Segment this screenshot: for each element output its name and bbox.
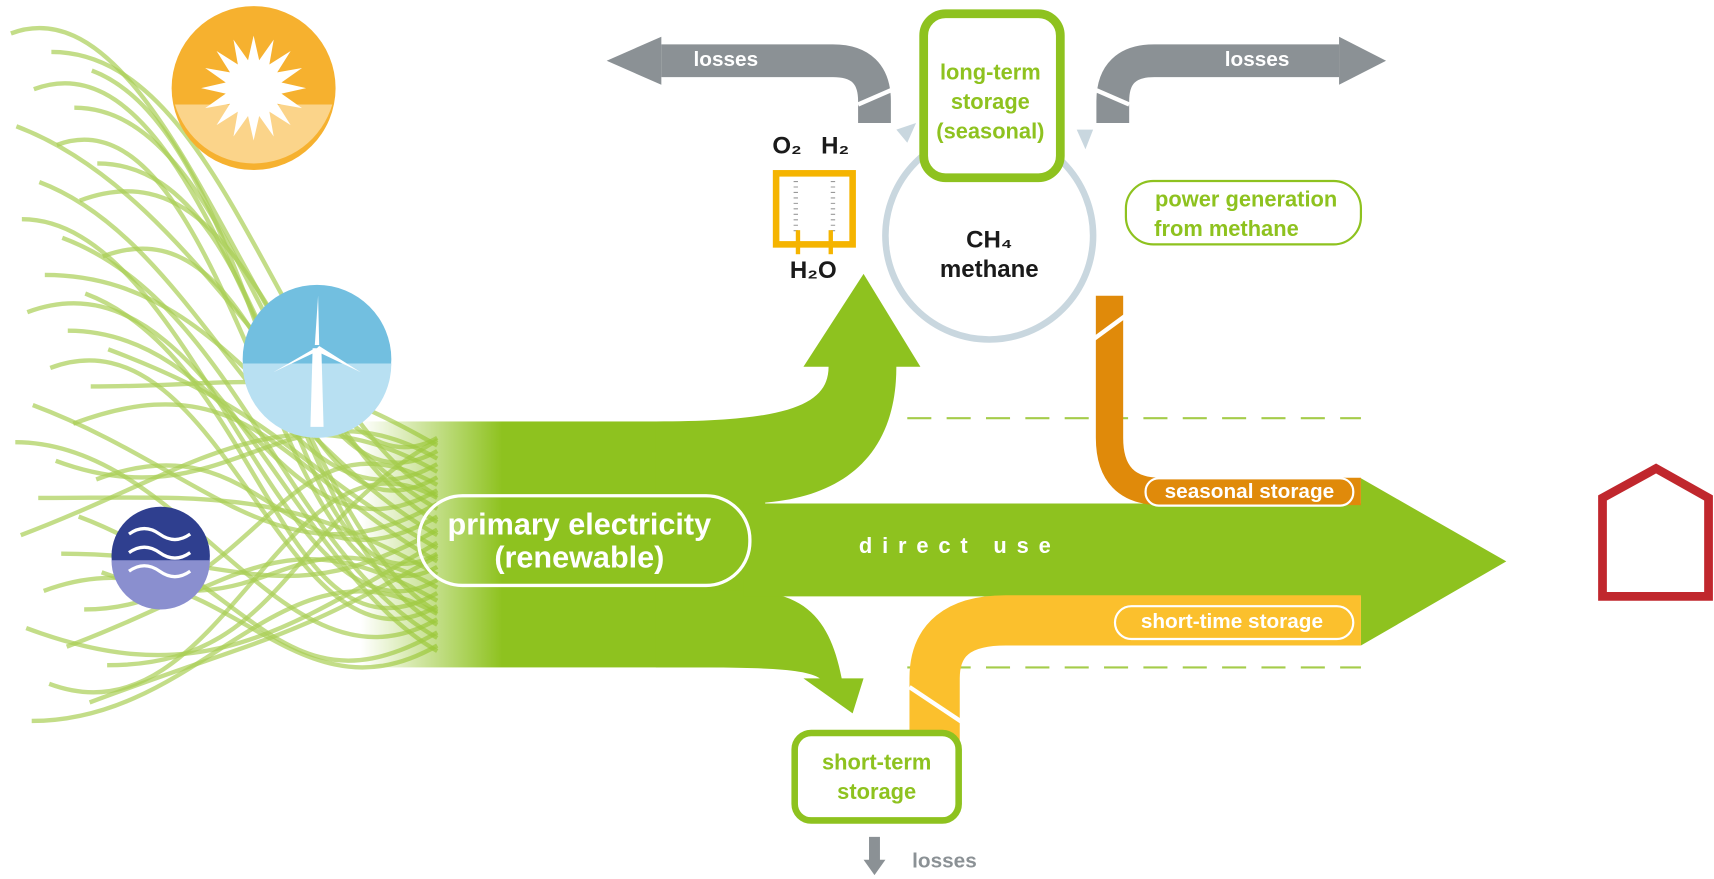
direct-use-label: direct use: [859, 533, 1061, 558]
power-generation-label: power generation: [1155, 186, 1337, 211]
losses-label: losses: [1225, 48, 1290, 71]
diagram: losses losses losses long-term storage (…: [0, 0, 1714, 879]
sun-icon: [172, 6, 336, 170]
losses-label: losses: [912, 849, 977, 872]
loss-arrowhead: [607, 37, 662, 85]
short-term-storage-box: [795, 733, 959, 820]
loss-arrowhead: [864, 860, 886, 875]
short-term-storage-label: short-term: [822, 749, 931, 774]
hydrogen-label: H₂: [821, 132, 849, 159]
loss-arrowhead: [1339, 37, 1386, 85]
cycle-arrow: [896, 123, 916, 143]
water-icon: [111, 507, 209, 610]
seasonal-flow: [1110, 296, 1361, 492]
oxygen-label: O₂: [772, 132, 801, 159]
short-term-storage-label: storage: [837, 779, 916, 804]
long-term-storage-label: storage: [951, 89, 1030, 114]
page: {"losses": ["losses", "losses", "losses"…: [0, 0, 1714, 879]
primary-electricity-label: (renewable): [494, 540, 664, 574]
short-time-storage-label: short-time storage: [1141, 610, 1323, 633]
primary-electricity-label: primary electricity: [448, 507, 712, 541]
lower-branch: [656, 591, 864, 713]
wind-icon: [243, 285, 392, 438]
power-generation-label: from methane: [1154, 216, 1299, 241]
water-label: H₂O: [790, 257, 837, 284]
long-term-storage-label: long-term: [940, 60, 1041, 85]
house: [1603, 468, 1709, 596]
seasonal-storage-label: seasonal storage: [1165, 480, 1335, 503]
upper-branch: [656, 274, 921, 504]
electrolyzer: [776, 173, 853, 244]
cycle-arrow: [1077, 130, 1093, 150]
losses-label: losses: [694, 48, 759, 71]
long-term-storage-label: (seasonal): [936, 119, 1044, 144]
methane-formula: CH₄: [966, 226, 1012, 253]
methane-label: methane: [940, 256, 1039, 283]
